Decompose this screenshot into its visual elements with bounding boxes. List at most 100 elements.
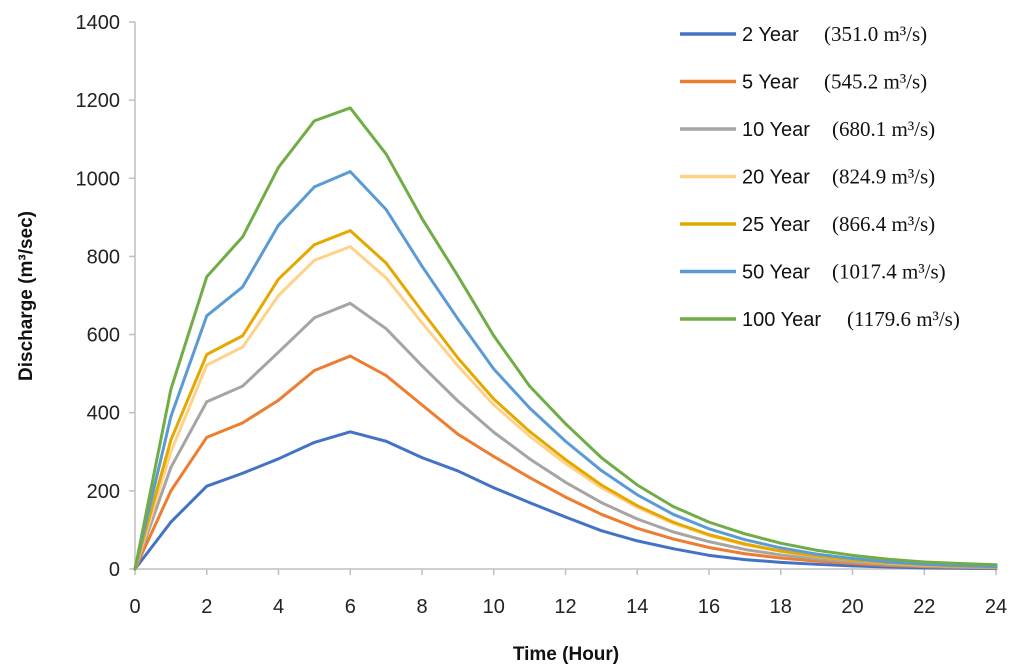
data-point: [635, 539, 639, 543]
data-point: [312, 258, 316, 262]
y-tick-label: 400: [87, 403, 120, 425]
data-point: [420, 321, 424, 325]
legend-series-name: 25 Year: [742, 214, 810, 236]
x-tick-label: 0: [129, 596, 140, 618]
data-point: [743, 538, 747, 542]
data-point: [492, 455, 496, 458]
data-point: [635, 483, 639, 487]
data-point: [528, 430, 532, 433]
data-point: [599, 469, 603, 472]
legend-item: 2 Year (351.0 m³/s): [680, 22, 927, 46]
data-point: [851, 564, 854, 568]
data-point: [169, 520, 173, 524]
data-point: [348, 229, 352, 233]
data-point: [707, 553, 711, 557]
data-point: [205, 275, 209, 279]
data-point: [420, 264, 424, 268]
data-point: [528, 434, 532, 438]
data-point: [707, 546, 711, 549]
data-point: [599, 501, 603, 504]
data-point: [312, 119, 316, 123]
data-point: [635, 517, 639, 521]
data-point: [241, 421, 245, 425]
legend-peak-value: (351.0 m³/s): [824, 22, 927, 46]
data-point: [599, 529, 603, 533]
data-point: [205, 363, 209, 367]
x-tick-label: 4: [273, 596, 284, 618]
data-point: [671, 520, 675, 524]
data-point: [851, 553, 854, 557]
data-point: [743, 552, 747, 556]
data-point: [312, 369, 316, 372]
y-tick-label: 600: [87, 325, 120, 347]
data-point: [205, 400, 209, 404]
data-point: [456, 399, 460, 403]
data-point: [958, 562, 962, 565]
data-point: [492, 430, 496, 434]
data-point: [241, 285, 245, 289]
data-point: [348, 106, 352, 110]
data-point: [815, 552, 819, 556]
x-tick-label: 22: [913, 596, 935, 618]
data-point: [528, 457, 532, 461]
data-point: [384, 261, 388, 265]
data-point: [492, 403, 496, 407]
data-point: [384, 208, 388, 211]
data-point: [205, 435, 209, 439]
data-point: [492, 367, 496, 371]
x-tick-label: 6: [345, 596, 356, 618]
data-point: [169, 387, 173, 391]
data-point: [922, 562, 926, 566]
data-point: [743, 548, 747, 551]
legend: 2 Year (351.0 m³/s) 5 Year (545.2 m³/s) 10 Y…: [680, 22, 960, 331]
data-point: [671, 537, 675, 541]
x-tick-label: 8: [416, 596, 427, 618]
data-point: [671, 512, 675, 516]
data-point: [277, 165, 280, 169]
data-point: [384, 276, 388, 280]
y-tick-label: 1200: [76, 90, 121, 112]
x-tick-label: 24: [985, 596, 1007, 618]
legend-peak-value: (866.4 m³/s): [832, 212, 935, 236]
y-tick-label: 1400: [76, 12, 121, 34]
data-point: [635, 504, 639, 508]
data-point: [492, 334, 496, 338]
x-tick-label: 14: [626, 596, 648, 618]
legend-item: 20 Year (824.9 m³/s): [680, 165, 935, 189]
y-tick-label: 800: [87, 246, 120, 268]
data-point: [133, 567, 137, 571]
x-tick-label: 12: [554, 596, 576, 618]
y-tick-label: 200: [87, 481, 120, 503]
x-axis-title: Time (Hour): [513, 644, 619, 665]
data-point: [994, 563, 998, 567]
data-point: [743, 558, 747, 562]
data-point: [815, 557, 819, 561]
data-point: [779, 549, 783, 553]
data-point: [241, 471, 245, 475]
legend-peak-value: (1017.4 m³/s): [832, 260, 946, 284]
data-point: [205, 353, 209, 356]
data-point: [456, 469, 460, 473]
data-point: [635, 493, 639, 497]
data-point: [277, 350, 280, 354]
data-point: [420, 456, 424, 460]
data-point: [312, 185, 316, 189]
data-point: [779, 556, 783, 560]
legend-peak-value: (680.1 m³/s): [832, 117, 935, 141]
legend-peak-value: (545.2 m³/s): [824, 70, 927, 94]
data-point: [456, 274, 460, 278]
data-point: [815, 562, 819, 566]
legend-item: 5 Year (545.2 m³/s): [680, 70, 927, 94]
data-point: [348, 430, 352, 434]
data-point: [707, 533, 711, 537]
data-point: [779, 541, 783, 545]
legend-series-name: 2 Year: [742, 24, 799, 46]
data-point: [564, 515, 567, 519]
legend-series-name: 50 Year: [742, 262, 810, 284]
data-point: [205, 484, 209, 488]
series-line-10-year: [133, 301, 998, 571]
data-point: [851, 557, 854, 560]
data-point: [169, 438, 173, 442]
data-point: [312, 243, 316, 247]
